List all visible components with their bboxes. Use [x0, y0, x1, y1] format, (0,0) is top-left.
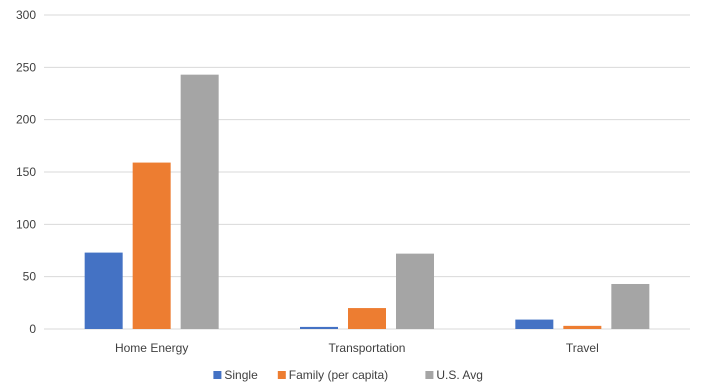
legend-label: Single: [224, 368, 258, 382]
bar-family-per-capita-transportation: [348, 308, 386, 329]
legend-swatch: [425, 371, 434, 379]
bar-family-per-capita-travel: [563, 325, 602, 329]
bar-u-s-avg-travel: [611, 283, 650, 329]
bar-single-travel: [515, 319, 554, 329]
bar-single-transportation: [300, 326, 338, 329]
legend-swatch: [277, 371, 286, 379]
legend-swatch: [213, 371, 222, 379]
y-tick-label: 200: [16, 113, 36, 127]
y-tick-label: 150: [16, 165, 36, 179]
x-category-label: Travel: [566, 341, 599, 355]
bar-family-per-capita-home-energy: [132, 162, 171, 329]
y-tick-label: 300: [16, 8, 36, 22]
legend-label: Family (per capita): [289, 368, 388, 382]
y-axis-tick-labels: 0 50 100 150 200 250 300: [16, 8, 36, 336]
x-category-label: Transportation: [329, 341, 406, 355]
y-tick-label: 100: [16, 217, 36, 231]
x-axis-category-labels: Home Energy Transportation Travel: [115, 341, 599, 355]
bar-u-s-avg-home-energy: [180, 74, 219, 329]
bars: [84, 74, 650, 329]
bar-single-home-energy: [84, 252, 123, 329]
y-tick-label: 50: [23, 270, 37, 284]
legend: Single Family (per capita) U.S. Avg: [213, 368, 483, 382]
legend-label: U.S. Avg: [436, 368, 482, 382]
bar-u-s-avg-transportation: [396, 253, 434, 329]
y-tick-label: 250: [16, 60, 36, 74]
y-tick-label: 0: [29, 322, 36, 336]
x-category-label: Home Energy: [115, 341, 188, 355]
